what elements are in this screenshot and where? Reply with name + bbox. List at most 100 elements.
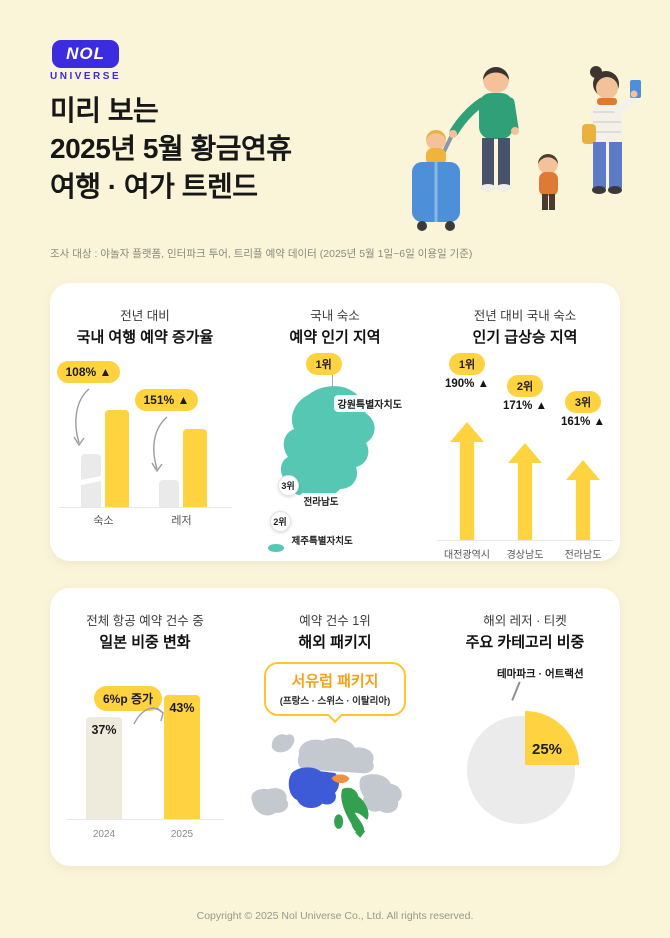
rising-region-2: 경상남도 xyxy=(506,550,544,561)
rising-value-3: 161% ▲ xyxy=(556,416,610,428)
rising-value-2: 171% ▲ xyxy=(498,400,552,412)
growth-value-leisure: 151% xyxy=(143,393,175,407)
rising-item-1: 1위 190% ▲ 대전광역시 xyxy=(440,353,494,565)
europe-map-chart xyxy=(240,726,430,843)
rank-pointer-line xyxy=(331,375,333,389)
rising-percent-1: 190% xyxy=(444,378,475,390)
nol-logo-sub: UNIVERSE xyxy=(50,71,122,82)
rising-item-3: 3위 161% ▲ 전라남도 xyxy=(556,353,610,565)
panel-title: 인기 급상승 지역 xyxy=(472,329,578,346)
up-arrow-icon: ▲ xyxy=(477,378,489,390)
axis-break xyxy=(77,475,104,486)
rank-badge-3: 3위 xyxy=(277,475,299,496)
nol-logo-mark: NOL xyxy=(52,40,119,68)
arrow-bar-2 xyxy=(508,443,542,540)
growth-value-sukso: 108% xyxy=(65,365,97,379)
chart-baseline xyxy=(58,507,232,508)
panel-popular-regions: 국내 숙소 예약 인기 지역 1위 강원특별자치도 3위 전라남도 2위 제주특… xyxy=(240,305,430,561)
panel-subtitle: 전년 대비 국내 숙소 xyxy=(473,309,577,323)
jeju-island xyxy=(267,544,284,552)
panel-title: 국내 여행 예약 증가율 xyxy=(76,329,214,346)
up-arrow-icon: ▲ xyxy=(535,400,547,412)
up-arrow-icon: ▲ xyxy=(177,393,190,407)
rising-region-1: 대전광역시 xyxy=(444,550,490,561)
rank-badge-2: 2위 xyxy=(269,511,291,532)
pie-slice-label: 테마파크 · 어트랙션 xyxy=(497,668,584,680)
arrow-bar-1 xyxy=(450,422,484,540)
bar-2025: 43% xyxy=(164,695,200,819)
panel-overseas-package: 예약 건수 1위 해외 패키지 서유럽 패키지 (프랑스 · 스위스 · 이탈리… xyxy=(240,610,430,866)
rank-badge-2: 2위 xyxy=(506,375,544,397)
domestic-trends-card: 전년 대비 국내 여행 예약 증가율 108% ▲ 151% ▲ xyxy=(50,283,620,561)
bar-label-leisure: 레저 xyxy=(171,515,192,527)
bar-label-sukso: 숙소 xyxy=(93,515,114,527)
curve-arrow-icon xyxy=(133,707,164,725)
bar-sukso-current xyxy=(104,410,129,507)
category-pie-chart: 테마파크 · 어트랙션 25% xyxy=(435,654,615,852)
panel-subtitle: 국내 숙소 xyxy=(310,309,360,323)
panel-japan-share: 전체 항공 예약 건수 중 일본 비중 변화 6%p 증가 37% 43% 20… xyxy=(50,610,240,866)
panel-domestic-growth: 전년 대비 국내 여행 예약 증가율 108% ▲ 151% ▲ xyxy=(50,305,240,561)
bar-leisure-current xyxy=(182,429,207,507)
panel-title: 주요 카테고리 비중 xyxy=(465,634,585,651)
growth-bar-chart: 108% ▲ 151% ▲ xyxy=(56,355,232,530)
panel-subtitle: 예약 건수 1위 xyxy=(299,614,371,628)
rising-arrow-chart: 1위 190% ▲ 대전광역시 2위 171% ▲ xyxy=(437,353,613,565)
axis-label-2025: 2025 xyxy=(170,829,194,840)
chart-baseline xyxy=(437,540,613,541)
page-title: 미리 보는 2025년 5월 황금연휴 여행 · 여가 트렌드 xyxy=(50,92,292,206)
axis-label-2024: 2024 xyxy=(92,829,116,840)
panel-subtitle: 전체 항공 예약 건수 중 xyxy=(86,614,204,628)
growth-badge-sukso: 108% ▲ xyxy=(56,361,121,383)
bubble-tail xyxy=(327,708,343,724)
package-countries: (프랑스 · 스위스 · 이탈리아) xyxy=(279,696,391,707)
page-title-line3: 여행 · 여가 트렌드 xyxy=(50,171,258,202)
bar-2024: 37% xyxy=(86,717,122,819)
rank-badge-3: 3위 xyxy=(564,391,602,413)
region-label-1: 강원특별자치도 xyxy=(333,395,406,412)
up-arrow-icon: ▲ xyxy=(593,416,605,428)
curve-arrow-icon xyxy=(150,416,167,473)
region-label-2: 제주특별자치도 xyxy=(287,532,357,548)
value-2025: 43% xyxy=(169,701,195,715)
bar-leisure-prev xyxy=(158,480,179,507)
up-arrow-icon: ▲ xyxy=(99,365,112,379)
panel-title: 해외 패키지 xyxy=(298,634,372,651)
rising-item-2: 2위 171% ▲ 경상남도 xyxy=(498,353,552,565)
package-highlight: 서유럽 패키지 xyxy=(291,673,379,690)
nol-universe-logo: NOL UNIVERSE xyxy=(50,40,121,82)
arrow-bar-3 xyxy=(566,460,600,540)
pie-slice-value: 25% xyxy=(532,741,562,758)
chart-baseline xyxy=(66,819,224,820)
travelers-illustration xyxy=(396,36,646,241)
bar-sukso-prev xyxy=(77,454,104,507)
japan-share-bar-chart: 6%p 증가 37% 43% 2024 2025 xyxy=(66,660,224,842)
rank-badge-1: 1위 xyxy=(305,353,342,375)
rank-badge-1: 1위 xyxy=(448,353,486,375)
copyright-text: Copyright © 2025 Nol Universe Co., Ltd. … xyxy=(196,910,474,922)
rising-percent-3: 161% xyxy=(560,416,591,428)
pie-chart: 25% xyxy=(467,711,579,824)
panel-rising-regions: 전년 대비 국내 숙소 인기 급상승 지역 1위 190% ▲ 대전광역시 xyxy=(430,305,620,561)
increase-badge: 6%p 증가 xyxy=(94,686,163,711)
package-callout-bubble: 서유럽 패키지 (프랑스 · 스위스 · 이탈리아) xyxy=(263,662,407,724)
travelers-illustration-svg xyxy=(412,66,641,231)
page-title-line2: 2025년 5월 황금연휴 xyxy=(50,133,292,164)
panel-title: 예약 인기 지역 xyxy=(289,329,381,346)
panel-title: 일본 비중 변화 xyxy=(99,634,191,651)
rising-region-3: 전라남도 xyxy=(564,550,602,561)
europe-map xyxy=(251,734,402,838)
page-title-line1: 미리 보는 xyxy=(50,95,159,126)
growth-badge-leisure: 151% ▲ xyxy=(134,389,199,411)
survey-note: 조사 대상 : 야놀자 플랫폼, 인터파크 투어, 트리플 예약 데이터 (20… xyxy=(50,248,473,260)
curve-arrow-icon xyxy=(72,388,89,447)
overseas-trends-card: 전체 항공 예약 건수 중 일본 비중 변화 6%p 증가 37% 43% 20… xyxy=(50,588,620,866)
rising-value-1: 190% ▲ xyxy=(440,378,494,390)
value-2024: 37% xyxy=(91,723,117,737)
region-label-3: 전라남도 xyxy=(299,493,343,509)
panel-category-share: 해외 레저 · 티켓 주요 카테고리 비중 테마파크 · 어트랙션 25% xyxy=(430,610,620,866)
panel-subtitle: 전년 대비 xyxy=(120,309,170,323)
korea-map-chart: 1위 강원특별자치도 3위 전라남도 2위 제주특별자치도 xyxy=(248,351,423,559)
rising-percent-2: 171% xyxy=(502,400,533,412)
